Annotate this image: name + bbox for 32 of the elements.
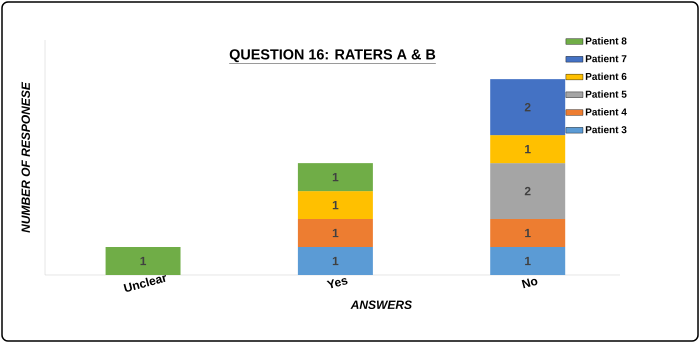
data-label: 1	[525, 144, 531, 154]
legend-label: Patient 5	[586, 90, 627, 98]
legend-label: Patient 6	[586, 72, 626, 80]
bar	[490, 79, 566, 136]
data-label: 1	[332, 172, 338, 182]
legend-label: Patient 8	[586, 37, 627, 44]
legend-label: Patient 7	[586, 54, 626, 62]
data-label: 1	[140, 256, 146, 266]
x-tick-label: Yes	[326, 278, 348, 288]
x-tick-label: No	[522, 278, 538, 288]
bar	[490, 219, 566, 248]
chart-title: QUESTION 16: RATERS A & B	[230, 49, 436, 62]
data-label: 1	[525, 228, 531, 238]
bar	[490, 247, 566, 275]
data-label: 1	[332, 200, 338, 210]
bar	[298, 191, 373, 220]
data-label: 1	[525, 256, 531, 266]
y-axis-title: NUMBER OF RESPONESE	[21, 82, 30, 233]
bar	[298, 219, 373, 248]
bar	[106, 247, 181, 275]
legend-label: Patient 4	[586, 108, 627, 116]
data-label: 1	[332, 228, 338, 238]
bar	[298, 247, 373, 275]
bar	[490, 163, 566, 220]
x-tick-label: Unclear	[124, 275, 166, 292]
bar	[490, 135, 566, 164]
data-label: 2	[524, 186, 531, 196]
legend-label: Patient 3	[586, 126, 626, 134]
bar	[298, 163, 373, 192]
data-label: 2	[524, 102, 531, 112]
x-axis-title: ANSWERS	[350, 300, 412, 310]
data-label: 1	[332, 256, 338, 266]
